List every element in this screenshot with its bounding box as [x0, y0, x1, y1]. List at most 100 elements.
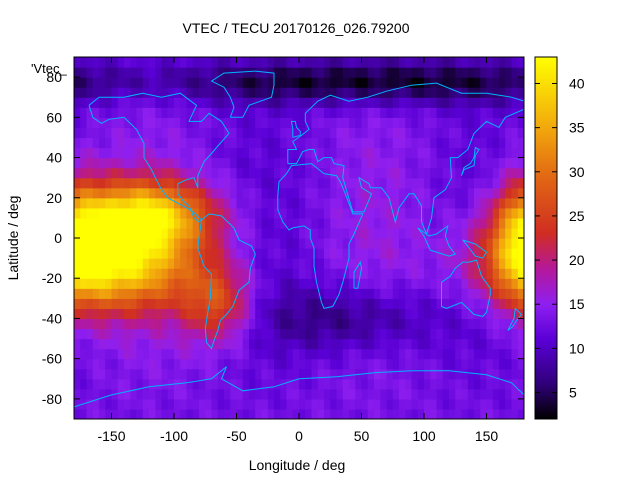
tec-cell	[411, 147, 419, 159]
y-tick-label: 60	[46, 109, 62, 125]
tec-cell	[436, 197, 444, 209]
tec-cell	[330, 137, 338, 149]
tec-cell	[142, 408, 150, 419]
tec-cell	[517, 207, 524, 219]
tec-cell	[299, 238, 306, 249]
tec-cell	[367, 388, 375, 400]
tec-cell	[180, 57, 188, 68]
tec-cell	[224, 57, 231, 68]
tec-cell	[136, 187, 144, 199]
tec-cell	[280, 167, 288, 179]
tec-cell	[442, 57, 450, 68]
tec-cell	[486, 408, 494, 419]
tec-cell	[349, 87, 356, 98]
tec-cell	[324, 107, 331, 118]
x-tick-label: 0	[295, 428, 303, 444]
tec-cell	[111, 278, 119, 289]
tec-cell	[305, 298, 313, 309]
tec-cell	[349, 57, 356, 68]
tec-cell	[292, 57, 300, 68]
tec-cell	[399, 217, 406, 229]
tec-cell	[461, 87, 469, 98]
tec-cell	[136, 248, 144, 259]
tec-cell	[511, 167, 519, 179]
tec-cell	[74, 348, 81, 360]
tec-cell	[280, 338, 288, 350]
tec-cell	[392, 388, 400, 400]
tec-cell	[492, 137, 500, 149]
tec-cell	[430, 147, 438, 159]
tec-cell	[374, 177, 381, 189]
tec-cell	[74, 117, 81, 128]
tec-cell	[330, 217, 338, 229]
tec-cell	[305, 238, 313, 249]
tec-cell	[92, 288, 100, 299]
tec-cell	[186, 298, 194, 309]
tec-cell	[461, 388, 469, 400]
tec-cell	[355, 268, 363, 279]
tec-cell	[280, 238, 288, 249]
tec-cell	[255, 408, 263, 419]
tec-cell	[161, 207, 169, 219]
tec-cell	[380, 77, 388, 88]
tec-cell	[517, 348, 524, 360]
tec-cell	[467, 87, 475, 98]
tec-cell	[224, 268, 231, 279]
tec-cell	[292, 298, 300, 309]
tec-cell	[280, 197, 288, 209]
tec-cell	[292, 318, 300, 330]
tec-cell	[499, 288, 506, 299]
tec-cell	[117, 147, 125, 159]
tec-cell	[436, 97, 444, 108]
tec-cell	[74, 258, 81, 269]
tec-cell	[99, 97, 106, 108]
tec-cell	[124, 97, 131, 108]
tec-cell	[405, 348, 413, 360]
tec-cell	[199, 288, 206, 299]
tec-cell	[249, 187, 256, 199]
tec-cell	[92, 278, 100, 289]
tec-cell	[455, 97, 463, 108]
tec-cell	[74, 57, 81, 68]
tec-cell	[292, 77, 300, 88]
x-tick-label: -150	[97, 428, 125, 444]
tec-cell	[74, 177, 81, 189]
tec-cell	[280, 308, 288, 320]
tec-cell	[486, 348, 494, 360]
tec-cell	[274, 318, 281, 330]
tec-cell	[192, 207, 200, 219]
tec-cell	[417, 348, 425, 360]
tec-cell	[405, 67, 413, 78]
tec-cell	[161, 77, 169, 88]
tec-cell	[167, 248, 175, 259]
tec-cell	[155, 157, 163, 169]
tec-cell	[355, 258, 363, 269]
tec-cell	[461, 197, 469, 209]
tec-cell	[411, 268, 419, 279]
tec-cell	[355, 388, 363, 400]
tec-cell	[124, 268, 131, 279]
tec-cell	[217, 97, 225, 108]
tec-cell	[455, 197, 463, 209]
tec-cell	[142, 238, 150, 249]
tec-cell	[86, 227, 94, 239]
tec-cell	[199, 217, 206, 229]
tec-cell	[255, 157, 263, 169]
tec-cell	[355, 187, 363, 199]
tec-cell	[424, 217, 431, 229]
tec-cell	[480, 238, 488, 249]
tec-cell	[92, 107, 100, 118]
tec-cell	[492, 328, 500, 340]
tec-cell	[217, 278, 225, 289]
chart-title: VTEC / TECU 20170126_026.79200	[182, 20, 409, 36]
tec-cell	[249, 107, 256, 118]
tec-cell	[511, 338, 519, 350]
tec-cell	[111, 127, 119, 139]
tec-cell	[405, 358, 413, 370]
tec-cell	[205, 378, 213, 390]
tec-cell	[411, 398, 419, 410]
tec-cell	[424, 187, 431, 199]
tec-cell	[261, 238, 269, 249]
tec-cell	[399, 167, 406, 179]
tec-cell	[255, 388, 263, 400]
